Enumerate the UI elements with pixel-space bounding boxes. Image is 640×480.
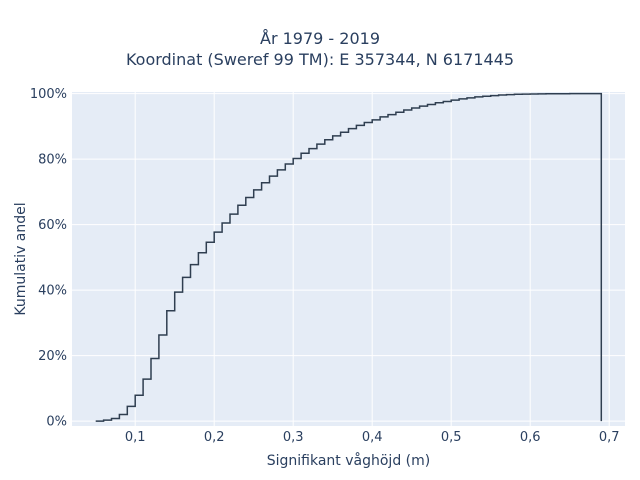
grid-lines xyxy=(72,92,625,426)
y-tick-label: 20% xyxy=(38,349,67,364)
y-tick-label: 0% xyxy=(46,415,67,430)
y-tick-label: 100% xyxy=(30,87,67,102)
chart-subtitle: Koordinat (Sweref 99 TM): E 357344, N 61… xyxy=(125,50,515,69)
x-axis-title: Signifikant våghöjd (m) xyxy=(267,452,430,469)
y-tick-labels: 0% 20% 40% 60% 80% 100% xyxy=(30,87,67,429)
x-tick-labels: 0,1 0,2 0,3 0,4 0,5 0,6 0,7 xyxy=(125,430,620,445)
y-tick-label: 40% xyxy=(38,284,67,299)
chart-title: År 1979 - 2019 xyxy=(260,29,380,48)
x-tick-label: 0,1 xyxy=(125,430,146,445)
x-tick-label: 0,6 xyxy=(520,430,541,445)
x-tick-label: 0,7 xyxy=(599,430,620,445)
x-tick-label: 0,4 xyxy=(362,430,383,445)
plot-background xyxy=(72,92,625,426)
cumulative-step-line xyxy=(95,92,603,422)
x-tick-label: 0,3 xyxy=(283,430,304,445)
x-tick-label: 0,5 xyxy=(441,430,462,445)
y-axis-title: Kumulativ andel xyxy=(13,202,29,315)
y-tick-label: 80% xyxy=(38,153,67,168)
y-tick-label: 60% xyxy=(38,218,67,233)
series-layer xyxy=(95,92,603,422)
x-tick-label: 0,2 xyxy=(204,430,225,445)
